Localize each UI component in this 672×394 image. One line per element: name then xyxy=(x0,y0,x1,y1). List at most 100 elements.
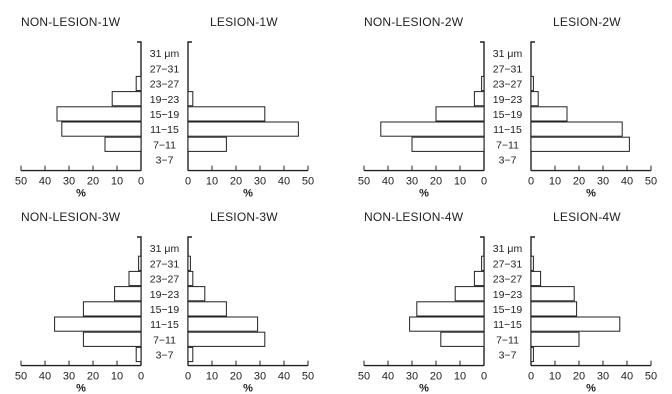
category-label: 7−11 xyxy=(496,139,519,151)
left-bar xyxy=(56,106,142,122)
x-tick-label: 30 xyxy=(63,371,75,383)
x-tick-label: 30 xyxy=(63,176,75,188)
right-bar xyxy=(530,346,534,363)
category-label: 31 μm xyxy=(493,48,523,60)
left-bar xyxy=(481,255,485,271)
left-x-unit: % xyxy=(419,188,429,200)
left-bar xyxy=(138,255,142,271)
x-tick-label: 20 xyxy=(87,371,99,383)
right-bar xyxy=(530,136,630,152)
x-tick-label: 0 xyxy=(528,371,534,383)
right-bar xyxy=(530,270,542,287)
right-bar xyxy=(530,316,621,332)
panel-2: NON-LESION-2W LESION-2W 31 μm 27−31 23−27 19−… xyxy=(358,15,657,200)
x-tick-label: 10 xyxy=(111,371,123,383)
category-label: 31 μm xyxy=(150,243,180,255)
x-tick-label: 30 xyxy=(406,371,418,383)
right-x-unit: % xyxy=(586,383,596,394)
left-x-unit: % xyxy=(419,383,429,394)
x-tick-label: 50 xyxy=(15,371,27,383)
right-bar xyxy=(187,270,194,287)
x-tick-label: 0 xyxy=(528,176,534,188)
category-label: 11−15 xyxy=(493,319,522,331)
x-tick-label: 40 xyxy=(39,176,51,188)
left-bar xyxy=(135,346,142,363)
x-tick-label: 50 xyxy=(302,371,314,383)
category-label: 11−15 xyxy=(150,124,179,136)
x-tick-label: 10 xyxy=(454,371,466,383)
left-bar xyxy=(416,301,485,317)
right-bar xyxy=(530,301,578,317)
right-bar xyxy=(530,331,580,347)
x-tick-label: 50 xyxy=(645,176,657,188)
left-bar xyxy=(473,270,485,287)
x-tick-label: 20 xyxy=(573,176,585,188)
x-tick-label: 50 xyxy=(15,176,27,188)
left-bar xyxy=(104,136,142,152)
right-bar xyxy=(187,331,266,347)
right-bar xyxy=(187,91,194,107)
category-label: 31 μm xyxy=(493,243,523,255)
left-bar xyxy=(481,75,485,92)
left-bar xyxy=(54,316,142,332)
category-label: 15−19 xyxy=(493,304,523,316)
category-label: 7−11 xyxy=(153,139,176,151)
x-tick-label: 40 xyxy=(382,176,394,188)
right-bar xyxy=(187,136,227,152)
category-label: 15−19 xyxy=(150,304,180,316)
x-tick-label: 40 xyxy=(382,371,394,383)
right-title: LESION-1W xyxy=(210,15,278,29)
right-bar xyxy=(530,91,539,107)
x-tick-label: 0 xyxy=(481,176,487,188)
x-tick-label: 10 xyxy=(206,176,218,188)
panel-1: NON-LESION-1W LESION-1W 31 μm 27−31 23−27 19−… xyxy=(15,15,314,200)
category-label: 19−23 xyxy=(493,289,523,301)
category-label: 3−7 xyxy=(156,155,174,167)
right-bar xyxy=(187,121,299,137)
left-bar xyxy=(82,331,142,347)
x-tick-label: 0 xyxy=(138,371,144,383)
x-tick-label: 40 xyxy=(278,176,290,188)
left-title: NON-LESION-1W xyxy=(21,15,121,29)
left-bar xyxy=(409,316,485,332)
x-tick-label: 30 xyxy=(254,371,266,383)
category-label: 7−11 xyxy=(496,334,519,346)
x-tick-label: 40 xyxy=(39,371,51,383)
category-label: 31 μm xyxy=(150,48,180,60)
left-x-unit: % xyxy=(76,383,86,394)
x-tick-label: 40 xyxy=(278,371,290,383)
right-bar xyxy=(187,316,259,332)
panel-4: NON-LESION-4W LESION-4W 31 μm 27−31 23−27 19−… xyxy=(358,210,657,394)
category-label: 19−23 xyxy=(150,289,180,301)
x-tick-label: 10 xyxy=(454,176,466,188)
left-title: NON-LESION-3W xyxy=(21,210,121,224)
right-bar xyxy=(187,346,194,363)
x-tick-label: 50 xyxy=(302,176,314,188)
x-tick-label: 10 xyxy=(206,371,218,383)
right-x-unit: % xyxy=(243,383,253,394)
category-label: 11−15 xyxy=(150,319,179,331)
x-tick-label: 20 xyxy=(230,176,242,188)
left-bar xyxy=(135,75,142,92)
left-bar xyxy=(114,286,142,302)
x-tick-label: 0 xyxy=(481,371,487,383)
category-label: 23−27 xyxy=(150,274,180,286)
panel-3: NON-LESION-3W LESION-3W 31 μm 27−31 23−27 19−… xyxy=(15,210,314,394)
right-bar xyxy=(187,255,191,271)
left-bar xyxy=(128,270,142,287)
right-bar xyxy=(187,301,227,317)
x-tick-label: 0 xyxy=(185,176,191,188)
right-bar xyxy=(530,106,568,122)
right-title: LESION-3W xyxy=(210,210,278,224)
left-x-unit: % xyxy=(76,188,86,200)
category-label: 15−19 xyxy=(493,109,523,121)
category-label: 19−23 xyxy=(493,94,523,106)
x-tick-label: 10 xyxy=(549,176,561,188)
x-tick-label: 50 xyxy=(358,371,370,383)
x-tick-label: 10 xyxy=(111,176,123,188)
right-title: LESION-2W xyxy=(553,15,621,29)
left-title: NON-LESION-2W xyxy=(364,15,464,29)
x-tick-label: 0 xyxy=(185,371,191,383)
category-label: 27−31 xyxy=(493,63,523,75)
